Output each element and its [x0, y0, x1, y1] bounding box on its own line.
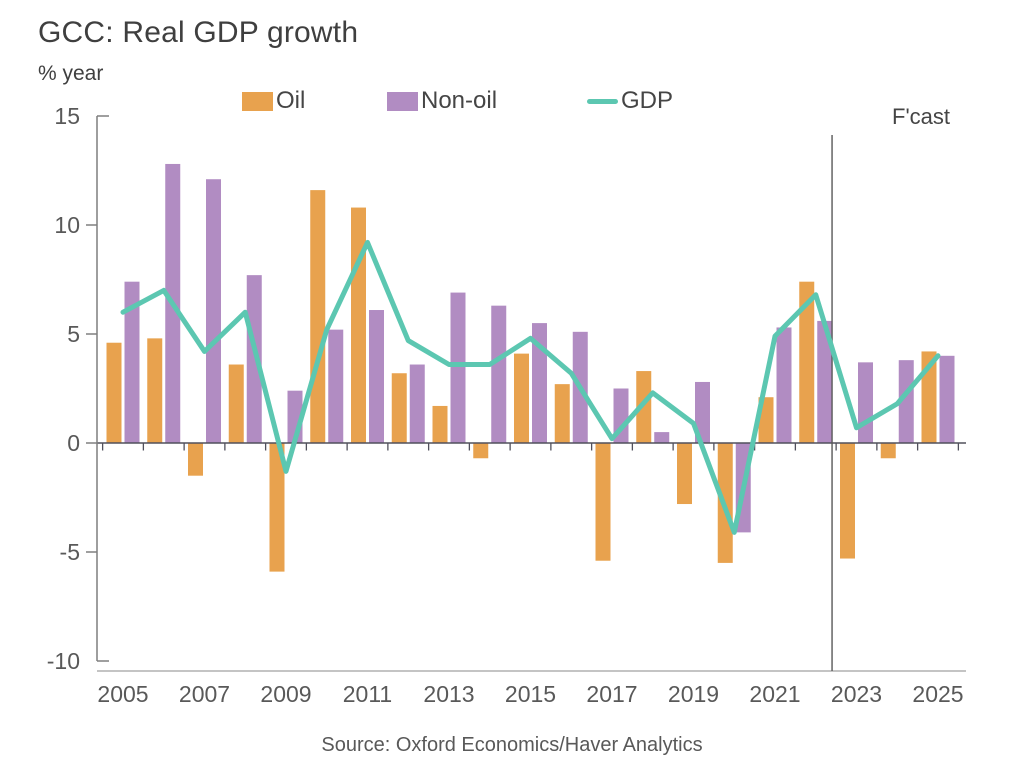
chart-title: GCC: Real GDP growth	[38, 16, 359, 49]
bar-non-oil-2023	[858, 362, 873, 443]
bar-non-oil-2008	[246, 275, 262, 443]
x-tick-label: 2023	[831, 681, 882, 707]
bar-oil-2023	[840, 443, 855, 559]
bar-oil-2019	[677, 443, 692, 505]
x-tick-label: 2017	[586, 681, 637, 707]
bar-oil-2012	[391, 373, 407, 443]
y-tick-label: 10	[54, 212, 80, 238]
bar-non-oil-2018	[654, 432, 670, 443]
legend-item-gdp: GDP	[587, 88, 673, 114]
x-tick-label: 2013	[423, 681, 474, 707]
bar-oil-2015	[514, 353, 529, 443]
bar-oil-2008	[228, 364, 244, 443]
x-tick-label: 2011	[343, 681, 392, 707]
bar-oil-2005	[106, 342, 122, 443]
non-oil-swatch	[387, 91, 418, 111]
oil-swatch	[242, 91, 273, 111]
gdp-line	[120, 239, 941, 535]
legend-item-oil: Oil	[242, 88, 305, 114]
forecast-label: F'cast	[892, 104, 950, 129]
bar-non-oil-2013	[450, 292, 466, 443]
bar-oil-2017	[595, 443, 611, 561]
y-tick-label: 5	[67, 321, 80, 347]
bar-non-oil-2019	[695, 381, 710, 443]
y-tick-label: -10	[47, 648, 80, 674]
bar-non-oil-2010	[328, 329, 344, 443]
bar-oil-2022	[799, 281, 815, 443]
legend-label-gdp: GDP	[621, 87, 674, 114]
bar-oil-2006	[147, 338, 163, 443]
bar-non-oil-2021	[776, 327, 792, 443]
bar-non-oil-2007	[206, 179, 221, 443]
bar-oil-2013	[432, 405, 448, 443]
bar-oil-2010	[310, 190, 326, 443]
gdp-line-swatch	[587, 98, 618, 104]
y-axis-unit-label: % year	[38, 62, 104, 85]
bar-oil-2016	[554, 384, 570, 443]
legend-label-non-oil: Non-oil	[421, 87, 498, 114]
legend-item-non-oil: Non-oil	[387, 88, 497, 114]
x-tick-label: 2009	[260, 681, 311, 707]
bar-oil-2014	[473, 443, 489, 459]
bar-non-oil-2022	[817, 320, 833, 443]
bar-oil-2024	[880, 443, 896, 459]
x-tick-label: 2019	[668, 681, 719, 707]
bar-oil-2011	[351, 207, 366, 443]
y-tick-label: 0	[67, 430, 80, 456]
bar-oil-2009	[269, 443, 285, 572]
bar-non-oil-2014	[491, 305, 507, 443]
bar-non-oil-2015	[532, 323, 547, 443]
legend-label-oil: Oil	[276, 87, 306, 114]
bar-non-oil-2005	[124, 281, 140, 443]
x-tick-label: 2015	[505, 681, 556, 707]
bar-oil-2018	[636, 371, 652, 443]
y-tick-label: 15	[54, 103, 80, 129]
x-tick-label: 2025	[912, 681, 963, 707]
source-attribution: Source: Oxford Economics/Haver Analytics	[321, 734, 703, 756]
bar-oil-2007	[188, 443, 203, 476]
bar-non-oil-2025	[939, 355, 955, 443]
bar-non-oil-2024	[898, 360, 914, 443]
bar-non-oil-2011	[369, 310, 384, 443]
x-tick-label: 2007	[179, 681, 230, 707]
bar-non-oil-2012	[409, 364, 425, 443]
x-tick-label: 2021	[749, 681, 800, 707]
x-tick-label: 2005	[97, 681, 148, 707]
y-tick-label: -5	[60, 539, 80, 565]
